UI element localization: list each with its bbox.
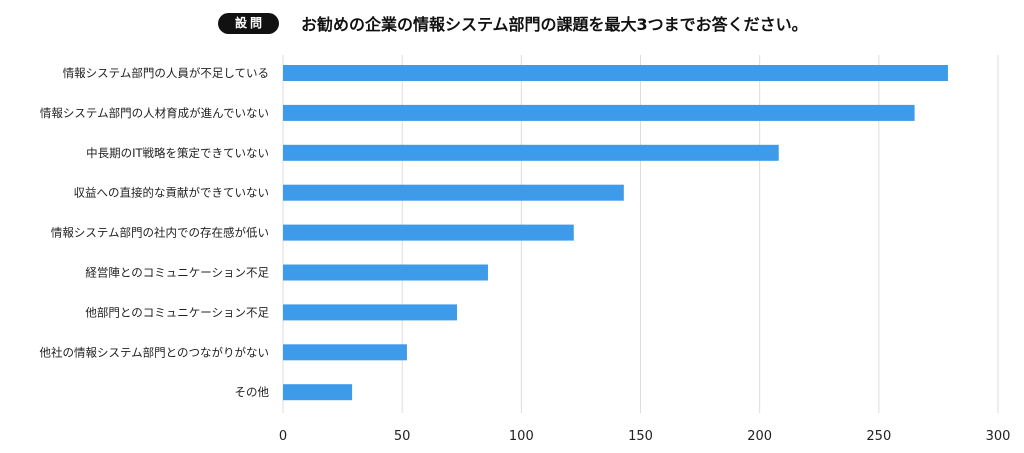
category-label: 経営陣とのコミュニケーション不足: [85, 266, 269, 280]
chart-title: お勧めの企業の情報システム部門の課題を最大3つまでお答ください。: [301, 15, 808, 34]
bar: [283, 384, 353, 401]
bar: [283, 344, 407, 361]
x-tick-label: 200: [747, 429, 772, 444]
category-label: 中長期のIT戦略を策定できていない: [86, 146, 269, 160]
x-tick-labels: 0 50 100 150 200 250 300: [279, 429, 1011, 444]
x-tick-label: 50: [394, 429, 411, 444]
category-label: その他: [235, 385, 270, 399]
category-label: 他社の情報システム部門とのつながりがない: [39, 345, 269, 359]
question-badge: 設問: [218, 12, 280, 34]
x-tick-label: 250: [866, 429, 891, 444]
category-label: 情報システム部門の人員が不足している: [63, 66, 269, 80]
category-label: 他部門とのコミュニケーション不足: [85, 305, 269, 319]
bars: [283, 65, 948, 401]
category-labels: 情報システム部門の人員が不足している情報システム部門の人材育成が進んでいない中長…: [39, 66, 269, 399]
category-label: 情報システム部門の社内での存在感が低い: [51, 226, 269, 240]
bar: [283, 104, 915, 121]
bar: [283, 264, 488, 281]
bar: [283, 144, 779, 161]
chart-header: 設問 お勧めの企業の情報システム部門の課題を最大3つまでお答ください。: [218, 11, 808, 35]
x-tick-label: 100: [509, 429, 534, 444]
bar: [283, 65, 948, 81]
bar: [283, 184, 624, 201]
category-label: 情報システム部門の人材育成が進んでいない: [40, 106, 269, 120]
bar: [283, 224, 574, 241]
category-label: 収益への直接的な貢献ができていない: [74, 186, 270, 200]
x-tick-label: 300: [986, 429, 1011, 444]
x-tick-label: 150: [628, 429, 653, 444]
x-tick-label: 0: [279, 429, 287, 444]
bar: [283, 304, 457, 321]
